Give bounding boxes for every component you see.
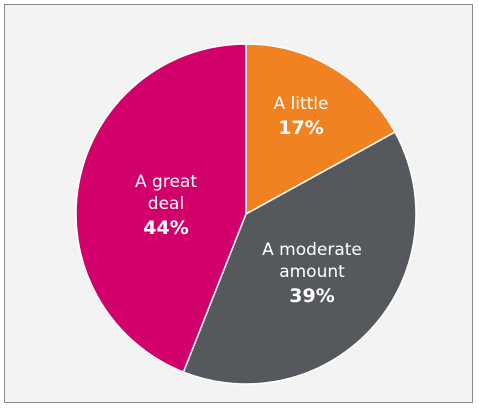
slice-value-a-little: 17% <box>278 117 323 139</box>
pie-slices <box>75 43 417 385</box>
slice-label-a-great-deal: deal <box>148 194 184 214</box>
slice-label-a-moderate-amount: A moderate <box>262 240 362 260</box>
pie-slice-a-moderate-amount <box>182 131 417 385</box>
slice-value-a-great-deal: 44% <box>143 217 188 239</box>
pie-slice-a-little <box>245 43 396 216</box>
pie-slice-a-great-deal <box>75 43 247 374</box>
slice-value-a-moderate-amount: 39% <box>289 285 334 307</box>
slice-label-a-little: A little <box>274 94 329 114</box>
slice-label-a-moderate-amount: amount <box>279 262 345 282</box>
slice-label-a-great-deal: A great <box>135 172 197 192</box>
